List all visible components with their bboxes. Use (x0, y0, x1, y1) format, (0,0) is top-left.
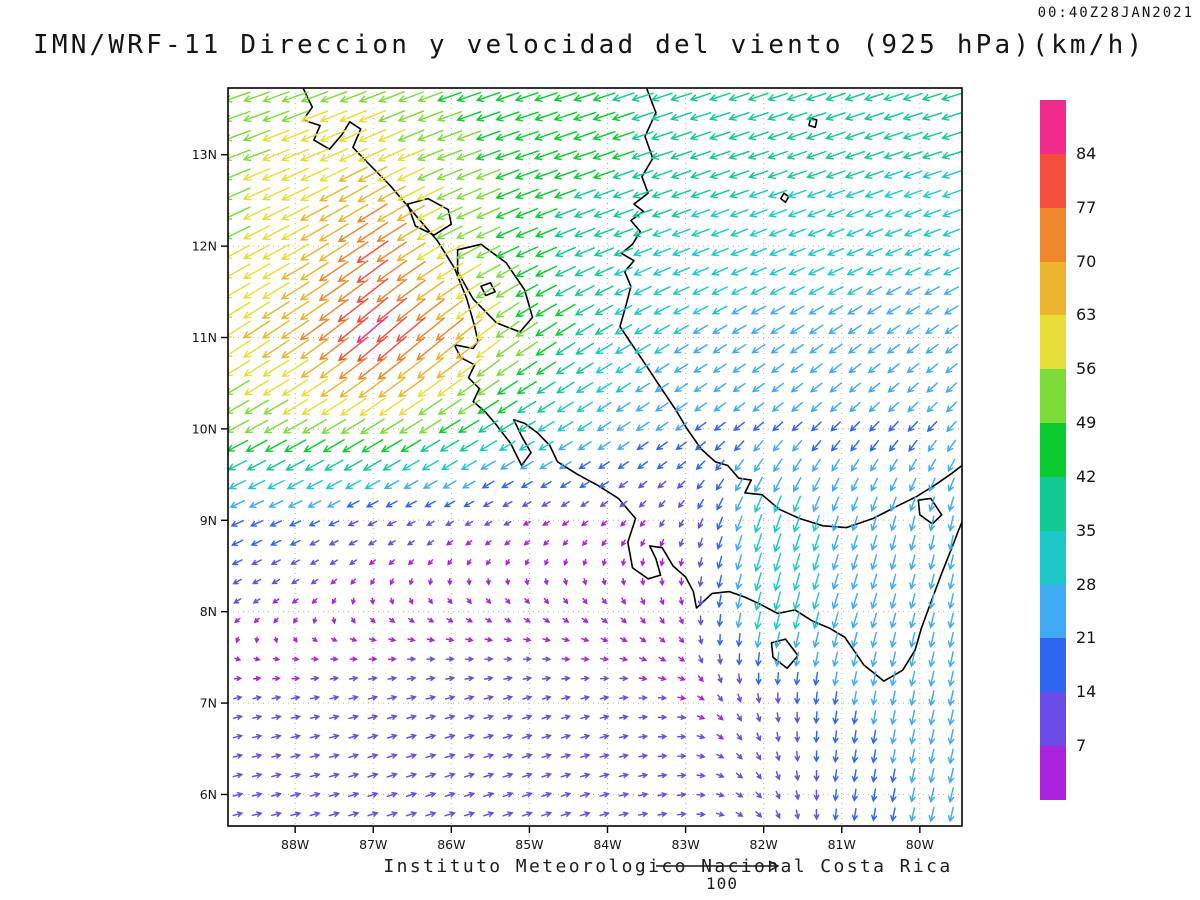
lon-tick-label: 86W (437, 837, 465, 852)
colorbar-tick-label: 77 (1076, 197, 1097, 217)
coastline-segment-lake_nicaragua (456, 243, 534, 333)
colorbar-segment (1040, 584, 1066, 639)
lon-tick-label: 88W (281, 837, 309, 852)
colorbar-tick-label: 28 (1076, 574, 1097, 594)
colorbar-tick-label: 21 (1076, 628, 1097, 648)
colorbar-tick-label: 84 (1076, 143, 1097, 163)
colorbar-segment (1040, 100, 1066, 154)
footer-caption: Instituto Meteorologico Nacional Costa R… (383, 856, 953, 877)
colorbar-segment (1040, 423, 1066, 477)
lon-tick-label: 82W (750, 837, 778, 852)
reference-vector-label: 100 (706, 874, 738, 893)
colorbar-segment (1040, 369, 1066, 424)
reference-vector-arrow (656, 860, 780, 872)
lat-tick-label: 12N (192, 239, 217, 254)
coastline-segment-san_andres_island (780, 192, 790, 203)
colorbar-segment (1040, 530, 1066, 585)
colorbar-segment (1040, 153, 1066, 208)
colorbar-segment (1040, 315, 1066, 370)
colorbar-segment (1040, 746, 1066, 800)
colorbar-tick-label: 7 (1076, 736, 1087, 756)
lon-tick-label: 80W (906, 837, 934, 852)
colorbar-tick-label: 63 (1076, 305, 1097, 325)
speed-colorbar (1040, 100, 1066, 800)
axis-ticks (221, 154, 921, 833)
lat-tick-label: 10N (192, 421, 217, 436)
colorbar-segment (1040, 207, 1066, 262)
lat-tick-label: 7N (200, 696, 217, 711)
lat-tick-label: 11N (192, 330, 217, 345)
valid-time-label: 00:40Z28JAN2021 (1037, 5, 1194, 21)
coastline-segment-pacific_coast (302, 88, 962, 682)
degree-gridlines (228, 88, 962, 826)
colorbar-tick-label: 14 (1076, 682, 1097, 702)
coastline-segment-caribbean_coast (619, 88, 962, 529)
lon-tick-label: 85W (515, 837, 543, 852)
lat-tick-label: 9N (200, 513, 217, 528)
coastline-segment-lake_managua (406, 197, 453, 236)
lon-tick-label: 83W (671, 837, 699, 852)
lon-tick-label: 87W (359, 837, 387, 852)
wind-arrows (228, 90, 962, 823)
lon-tick-label: 84W (593, 837, 621, 852)
colorbar-segment (1040, 638, 1066, 693)
map-plot-area (228, 88, 962, 826)
map-border (227, 87, 963, 827)
colorbar-tick-label: 70 (1076, 251, 1097, 271)
coastline-segment-gatun_lake (917, 497, 943, 525)
lon-tick-label: 81W (828, 837, 856, 852)
colorbar-tick-label: 42 (1076, 466, 1097, 486)
lat-tick-label: 6N (200, 787, 217, 802)
lat-tick-label: 13N (192, 147, 217, 162)
colorbar-segment (1040, 476, 1066, 531)
chart-title: IMN/WRF-11 Direccion y velocidad del vie… (33, 30, 1146, 60)
axis-labels: 88W 87W 86W 85W 84W 83W 82W 81W 80W 13N 12N 11N 10N 9… (192, 147, 934, 852)
coastline-segment-providencia_island (808, 117, 818, 129)
colorbar-segment (1040, 261, 1066, 316)
coastline (302, 88, 962, 682)
colorbar-tick-label: 35 (1076, 520, 1097, 540)
colorbar-segment (1040, 692, 1066, 747)
colorbar-tick-label: 49 (1076, 413, 1097, 433)
lat-tick-label: 8N (200, 604, 217, 619)
coastline-segment-coiba_island (770, 638, 799, 670)
colorbar-tick-label: 56 (1076, 359, 1097, 379)
